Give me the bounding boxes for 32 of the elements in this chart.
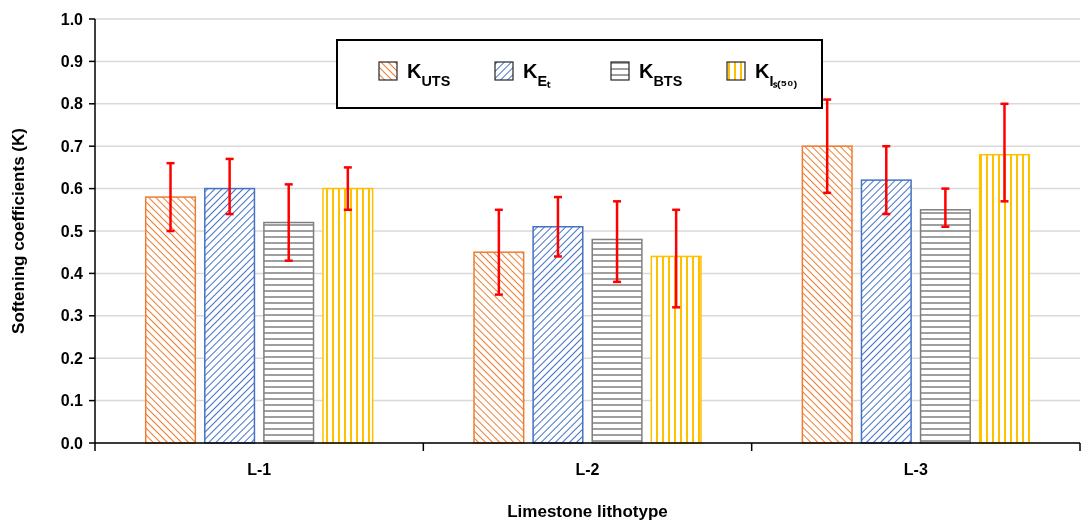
y-tick-label: 0.8 — [60, 95, 84, 113]
x-axis-title: Limestone lithotype — [507, 502, 668, 521]
bar — [473, 251, 525, 444]
x-tick-label: L-3 — [903, 461, 928, 478]
bar — [322, 187, 374, 444]
y-tick-label: 0.7 — [60, 137, 84, 155]
bar — [919, 209, 971, 444]
legend-label: K$_{Eₜ}$ — [523, 60, 552, 89]
y-tick-label: 0.4 — [60, 265, 84, 282]
bar — [263, 221, 315, 444]
y-tick-label: 0.6 — [60, 180, 84, 198]
bar — [591, 238, 643, 444]
x-tick-label: L-1 — [247, 461, 272, 478]
y-tick-label: 0.1 — [60, 392, 84, 410]
legend-label: K$_{UTS}$ — [407, 60, 451, 89]
bar — [204, 187, 256, 444]
bar — [532, 226, 584, 444]
y-tick-label: 0.5 — [60, 222, 84, 240]
bar — [801, 145, 853, 444]
bar — [978, 153, 1031, 444]
y-tick-label: 0.2 — [60, 349, 84, 367]
legend-label: K$_{BTS}$ — [639, 60, 683, 89]
bar — [144, 196, 197, 444]
x-tick-label: L-2 — [575, 461, 600, 478]
y-tick-label: 0.0 — [60, 434, 84, 452]
bar — [650, 255, 702, 444]
y-axis-title: Softening coefficients (K) — [9, 128, 28, 334]
y-tick-label: 0.9 — [60, 53, 84, 70]
y-tick-label: 1.0 — [60, 10, 84, 28]
y-tick-label: 0.3 — [60, 307, 84, 325]
legend-label: K$_{Iₛ₍₅₀₎}$ — [755, 60, 797, 89]
bar — [860, 179, 912, 444]
